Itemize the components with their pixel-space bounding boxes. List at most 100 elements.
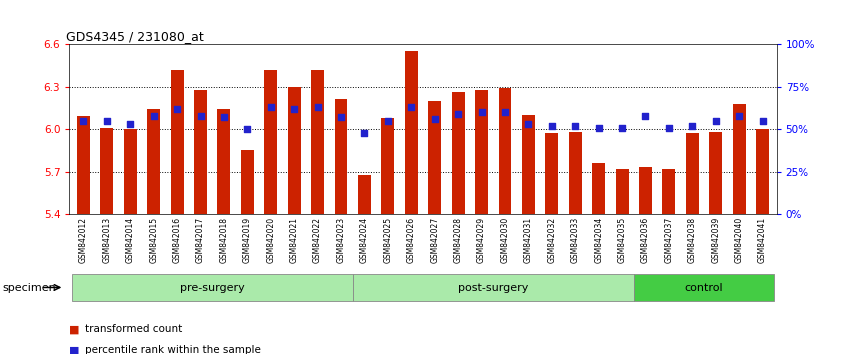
Bar xyxy=(194,90,207,214)
Text: GSM842020: GSM842020 xyxy=(266,217,275,263)
Point xyxy=(334,114,348,120)
Text: GSM842023: GSM842023 xyxy=(337,217,345,263)
Bar xyxy=(405,51,418,214)
Point xyxy=(685,123,699,129)
Point xyxy=(77,118,91,124)
Bar xyxy=(569,132,582,214)
Text: GDS4345 / 231080_at: GDS4345 / 231080_at xyxy=(66,30,204,43)
Point xyxy=(662,125,676,130)
Bar xyxy=(264,70,277,214)
Point xyxy=(709,118,722,124)
Text: GSM842036: GSM842036 xyxy=(641,217,650,263)
Point xyxy=(358,130,371,136)
Bar xyxy=(428,101,441,214)
Bar xyxy=(171,70,184,214)
Text: GSM842012: GSM842012 xyxy=(79,217,88,263)
Text: GSM842029: GSM842029 xyxy=(477,217,486,263)
Text: GSM842016: GSM842016 xyxy=(173,217,182,263)
Point xyxy=(475,109,488,115)
Text: GSM842031: GSM842031 xyxy=(524,217,533,263)
Text: GSM842027: GSM842027 xyxy=(431,217,439,263)
Text: GSM842015: GSM842015 xyxy=(149,217,158,263)
Point xyxy=(569,123,582,129)
Bar xyxy=(709,132,722,214)
Text: GSM842035: GSM842035 xyxy=(618,217,627,263)
Bar xyxy=(288,87,300,214)
Text: pre-surgery: pre-surgery xyxy=(180,282,244,293)
Point xyxy=(217,114,231,120)
Point xyxy=(310,104,324,110)
Text: transformed count: transformed count xyxy=(85,324,182,334)
Bar xyxy=(358,175,371,214)
Text: GSM842013: GSM842013 xyxy=(102,217,112,263)
Point xyxy=(545,123,558,129)
Bar xyxy=(452,92,464,214)
Point xyxy=(147,113,161,119)
Bar xyxy=(522,115,535,214)
Text: percentile rank within the sample: percentile rank within the sample xyxy=(85,346,261,354)
Point xyxy=(592,125,606,130)
Bar xyxy=(334,99,348,214)
Point xyxy=(124,121,137,127)
Bar xyxy=(475,90,488,214)
Point xyxy=(755,118,769,124)
Point xyxy=(452,111,465,117)
Point xyxy=(100,118,113,124)
Bar xyxy=(546,133,558,214)
Bar xyxy=(756,129,769,214)
Text: GSM842039: GSM842039 xyxy=(711,217,720,263)
Point xyxy=(498,109,512,115)
Bar xyxy=(241,150,254,214)
Bar xyxy=(147,109,160,214)
Text: GSM842030: GSM842030 xyxy=(501,217,509,263)
Text: GSM842034: GSM842034 xyxy=(594,217,603,263)
Bar xyxy=(733,104,745,214)
Point xyxy=(240,126,254,132)
Bar xyxy=(101,128,113,214)
Text: ■: ■ xyxy=(69,324,80,334)
Text: specimen: specimen xyxy=(3,282,57,293)
Bar xyxy=(77,116,90,214)
Text: control: control xyxy=(684,282,723,293)
Text: ■: ■ xyxy=(69,346,80,354)
Point xyxy=(170,106,184,112)
FancyBboxPatch shape xyxy=(353,274,634,302)
Text: GSM842028: GSM842028 xyxy=(453,217,463,263)
Point xyxy=(288,106,301,112)
Text: GSM842022: GSM842022 xyxy=(313,217,322,263)
Point xyxy=(522,121,536,127)
Text: GSM842017: GSM842017 xyxy=(196,217,205,263)
Point xyxy=(428,116,442,122)
Bar xyxy=(382,118,394,214)
Bar xyxy=(498,88,511,214)
Bar xyxy=(639,167,652,214)
Text: GSM842033: GSM842033 xyxy=(571,217,580,263)
Point xyxy=(615,125,629,130)
Point xyxy=(264,104,277,110)
Text: GSM842041: GSM842041 xyxy=(758,217,767,263)
Bar xyxy=(686,133,699,214)
Bar xyxy=(592,163,605,214)
Text: GSM842040: GSM842040 xyxy=(734,217,744,263)
Text: GSM842018: GSM842018 xyxy=(219,217,228,263)
Point xyxy=(381,118,394,124)
Point xyxy=(733,113,746,119)
Bar xyxy=(616,169,629,214)
Text: GSM842026: GSM842026 xyxy=(407,217,415,263)
Bar xyxy=(124,129,137,214)
Text: GSM842019: GSM842019 xyxy=(243,217,252,263)
Text: GSM842038: GSM842038 xyxy=(688,217,697,263)
Text: GSM842037: GSM842037 xyxy=(664,217,673,263)
FancyBboxPatch shape xyxy=(72,274,353,302)
Bar xyxy=(217,109,230,214)
Point xyxy=(404,104,418,110)
Text: GSM842025: GSM842025 xyxy=(383,217,393,263)
Text: GSM842014: GSM842014 xyxy=(126,217,135,263)
Text: GSM842032: GSM842032 xyxy=(547,217,557,263)
Text: GSM842021: GSM842021 xyxy=(289,217,299,263)
Point xyxy=(194,113,207,119)
Text: post-surgery: post-surgery xyxy=(458,282,529,293)
Point xyxy=(639,113,652,119)
FancyBboxPatch shape xyxy=(634,274,774,302)
Bar xyxy=(311,70,324,214)
